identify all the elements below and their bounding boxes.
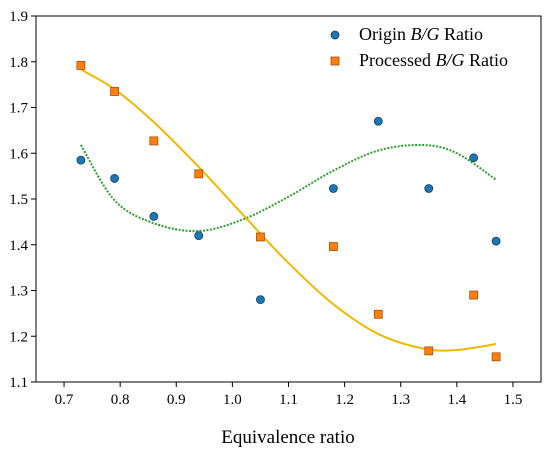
x-tick-label: 0.7 — [55, 392, 74, 408]
plot-frame — [35, 15, 542, 383]
legend-label-series-2: Processed B/G Ratio — [359, 50, 508, 70]
y-tick-label: 1.5 — [9, 192, 28, 208]
y-tick-label: 1.9 — [9, 9, 28, 25]
y-tick-label: 1.8 — [9, 55, 28, 71]
point-series-2 — [256, 232, 265, 242]
point-series-1 — [491, 236, 501, 246]
point-series-1 — [76, 155, 86, 165]
x-axis-ticks: 0.7 0.8 0.9 1.0 1.1 1.2 1.3 1.4 1.5 — [55, 382, 523, 408]
point-series-1 — [149, 211, 159, 221]
y-tick-label: 1.2 — [9, 329, 28, 345]
fit-curves — [80, 68, 497, 352]
legend-text-part: B/G — [435, 50, 464, 70]
x-tick-label: 1.5 — [504, 392, 523, 408]
point-series-2 — [491, 352, 501, 362]
point-series-2 — [110, 87, 119, 96]
legend-text-part: Processed — [359, 50, 435, 70]
legend-marker-series-2 — [330, 56, 340, 66]
legend-text-part: Ratio — [464, 50, 508, 70]
fit-curve-series-2 — [80, 68, 497, 352]
y-axis-ticks: 1.1 1.2 1.3 1.4 1.5 1.6 1.7 1.8 1.9 — [9, 9, 36, 391]
point-series-2 — [149, 136, 159, 146]
legend-text-part: Origin — [359, 24, 411, 44]
y-tick-label: 1.7 — [9, 101, 28, 117]
x-tick-label: 0.8 — [111, 392, 130, 408]
point-series-1 — [328, 184, 338, 193]
data-points — [76, 61, 501, 362]
x-axis-label: Equivalence ratio — [221, 427, 354, 448]
legend-label-series-1: Origin B/G Ratio — [359, 24, 483, 44]
x-tick-label: 1.2 — [335, 392, 354, 408]
point-series-2 — [194, 169, 204, 179]
point-series-2 — [373, 309, 383, 319]
x-tick-label: 1.1 — [279, 392, 298, 408]
y-tick-label: 1.6 — [9, 146, 28, 162]
legend-text-part: Ratio — [440, 24, 484, 44]
x-tick-label: 1.0 — [223, 392, 242, 408]
point-series-1 — [110, 174, 119, 183]
point-series-2 — [424, 346, 434, 356]
y-tick-label: 1.4 — [9, 238, 28, 254]
point-series-2 — [76, 61, 86, 70]
legend-text-part: B/G — [411, 24, 440, 44]
point-series-1 — [469, 153, 479, 163]
point-series-1 — [373, 116, 383, 126]
point-series-2 — [469, 290, 479, 300]
point-series-2 — [328, 242, 338, 251]
x-tick-label: 1.4 — [447, 392, 466, 408]
y-tick-label: 1.1 — [9, 375, 28, 391]
fit-curve-series-1 — [80, 143, 497, 233]
point-series-1 — [256, 295, 265, 305]
x-tick-label: 1.3 — [391, 392, 410, 408]
point-series-1 — [424, 184, 434, 193]
y-tick-label: 1.3 — [9, 284, 28, 300]
point-series-1 — [194, 231, 204, 241]
legend-marker-series-1 — [330, 30, 340, 40]
x-tick-label: 0.9 — [167, 392, 186, 408]
